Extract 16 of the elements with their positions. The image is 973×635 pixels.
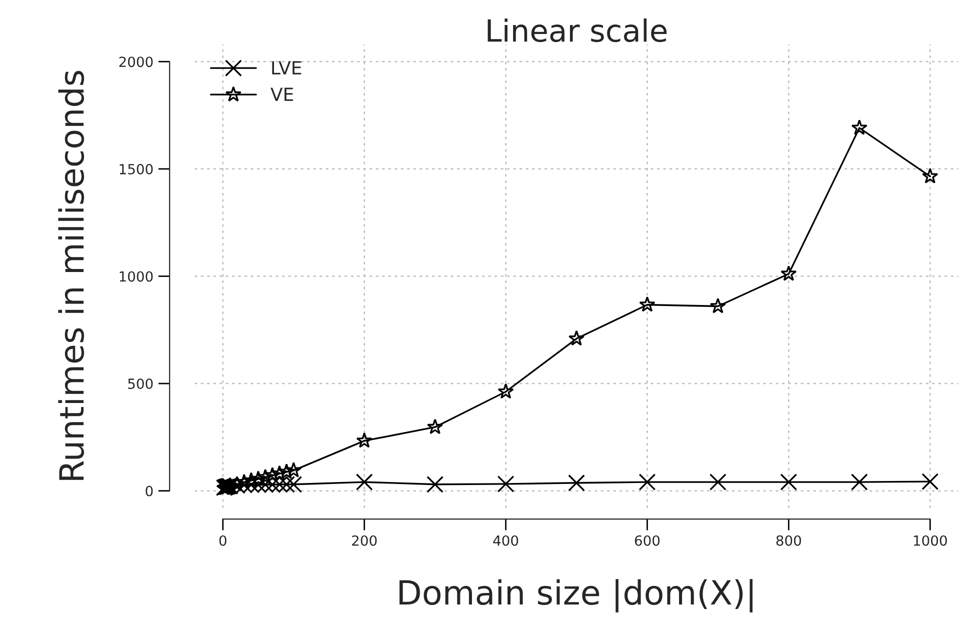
y-tick-label: 0 xyxy=(146,486,153,496)
y-tick-label: 1500 xyxy=(120,164,153,174)
legend-label: LVE xyxy=(272,61,302,74)
y-tick-label: 2000 xyxy=(119,56,153,68)
x-tick-label: 0 xyxy=(219,535,226,546)
chart-title: Linear scale xyxy=(488,18,667,42)
x-axis-title: Domain size |dom(X)| xyxy=(400,579,753,612)
x-tick-label: 600 xyxy=(634,535,660,546)
x-tick-label: 400 xyxy=(493,535,518,546)
y-axis-title: Runtimes in milliseconds xyxy=(58,70,84,480)
x-tick-label: 1000 xyxy=(914,535,947,546)
y-tick-label: 1000 xyxy=(120,271,153,282)
x-tick-label: 200 xyxy=(352,535,377,546)
legend-label: VE xyxy=(270,88,294,101)
x-tick-label: 800 xyxy=(776,535,802,546)
y-tick-label: 500 xyxy=(128,378,153,389)
